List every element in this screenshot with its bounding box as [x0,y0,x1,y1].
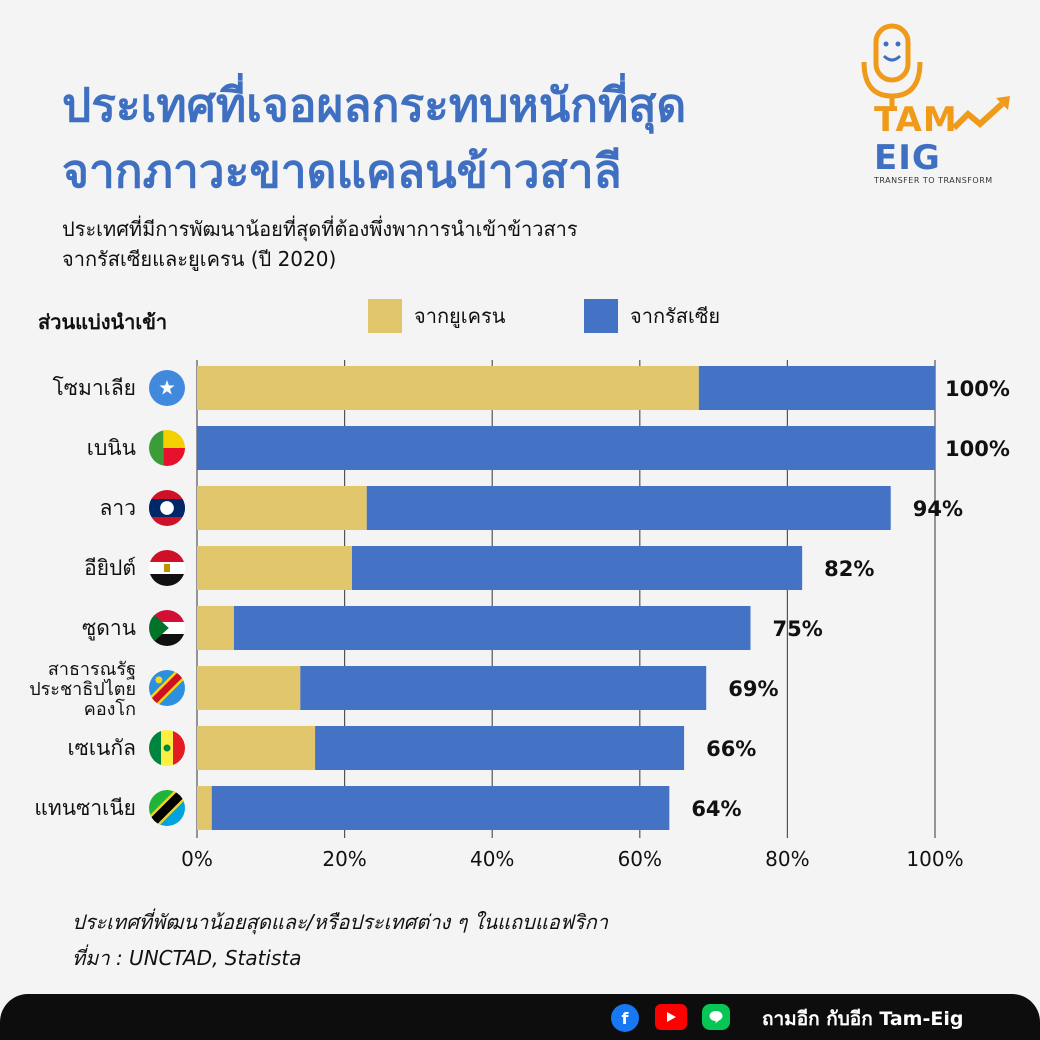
tanzania-flag-icon [149,790,185,826]
title-line-1: ประเทศที่เจอผลกระทบหนักที่สุด [62,78,687,132]
category-label: โซมาเลีย [52,376,136,400]
category-label: แทนซาเนีย [34,796,136,820]
bar-ukraine [197,546,352,590]
laos-flag-icon [149,490,185,526]
facebook-icon[interactable]: f [611,1004,639,1032]
category-label: เบนิน [87,436,136,460]
category-label: ประชาธิปไตย [29,678,136,700]
total-label: 100% [945,437,1010,461]
egypt-flag-icon [149,550,185,586]
bar-ukraine [197,366,699,410]
sudan-flag-icon [149,610,185,646]
total-label: 94% [913,497,963,521]
legend-label-russia: จากรัสเซีย [630,304,721,328]
bar-ukraine [197,786,212,830]
category-label: ลาว [100,496,136,520]
bar-russia [698,366,935,410]
youtube-icon[interactable] [655,1004,687,1030]
legend-label-ukraine: จากยูเครน [414,304,506,328]
bar-russia [233,606,751,650]
x-tick-label: 60% [618,847,662,871]
microphone-icon [861,23,1010,131]
page-title: ประเทศที่เจอผลกระทบหนักที่สุด จากภาวะขาด… [62,72,686,204]
page-subtitle: ประเทศที่มีการพัฒนาน้อยที่สุดที่ต้องพึ่ง… [62,214,578,274]
subtitle-line-2: จากรัสเซียและยูเครน (ปี 2020) [62,247,337,271]
footnote-line-1: ประเทศที่พัฒนาน้อยสุดและ/หรือประเทศต่าง … [72,910,609,934]
benin-flag-icon [149,430,185,466]
logo-tagline: TRANSFER TO TRANSFORM [874,176,993,185]
title-line-2: จากภาวะขาดแคลนข้าวสาลี [62,144,622,198]
category-label: ซูดาน [82,616,136,641]
x-tick-label: 40% [470,847,514,871]
subtitle-line-1: ประเทศที่มีการพัฒนาน้อยที่สุดที่ต้องพึ่ง… [62,217,578,241]
legend-ukraine: จากยูเครน [368,298,505,334]
footnote-source: ที่มา : UNCTAD, Statista [72,946,302,970]
bar-russia [366,486,891,530]
x-tick-label: 80% [765,847,809,871]
total-label: 69% [728,677,778,701]
bar-ukraine [197,666,301,710]
bar-ukraine [197,726,316,770]
bar-russia [315,726,685,770]
x-tick-label: 100% [906,847,963,871]
legend-russia: จากรัสเซีย [584,298,720,334]
senegal-flag-icon [149,730,185,766]
logo-word-tam: TAM [874,100,958,140]
logo-word-eig: EIG [874,138,941,178]
footnote: ประเทศที่พัฒนาน้อยสุดและ/หรือประเทศต่าง … [72,904,608,976]
bar-ukraine [197,606,234,650]
chat-bubble-icon [709,1011,723,1024]
line-icon[interactable] [702,1004,730,1030]
play-icon [667,1012,676,1022]
category-label: เซเนกัล [67,736,136,760]
total-label: 82% [824,557,874,581]
bar-russia [351,546,803,590]
x-tick-label: 0% [181,847,213,871]
bar-russia [197,426,935,470]
legend-swatch-russia [584,299,618,333]
x-tick-label: 20% [322,847,366,871]
category-label: สาธารณรัฐ [48,659,136,680]
category-label: คองโก [84,698,136,720]
total-label: 100% [945,377,1010,401]
total-label: 75% [773,617,823,641]
legend-swatch-ukraine [368,299,402,333]
bar-ukraine [197,486,367,530]
dr-congo-flag-icon [149,670,185,706]
footer-brand-text: ถามอีก กับอีก Tam-Eig [762,1008,964,1030]
total-label: 64% [691,797,741,821]
category-label: อียิปต์ [84,556,136,580]
total-label: 66% [706,737,756,761]
stacked-bar-chart: 0% 20% 40% 60% 80% 100% โซมาเลีย 100% เบนิน 100% ล… [29,360,1010,871]
share-label: ส่วนแบ่งนำเข้า [38,310,168,334]
bar-russia [300,666,707,710]
bar-russia [211,786,670,830]
somalia-flag-icon [149,370,185,406]
footer-bar: f ถามอีก กับอีก Tam-Eig [0,994,1040,1040]
